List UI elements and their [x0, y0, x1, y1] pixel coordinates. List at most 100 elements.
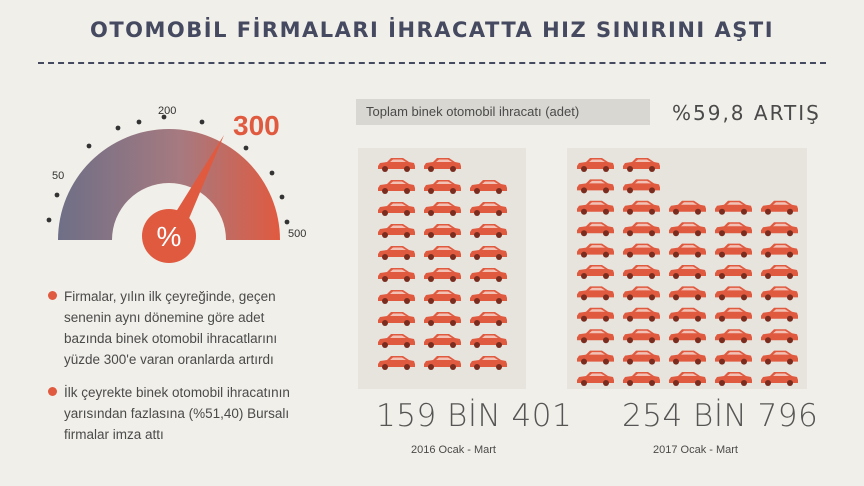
car-icon — [669, 329, 706, 344]
car-icon — [761, 265, 798, 279]
car-icon — [424, 158, 461, 172]
car-icon — [623, 286, 660, 301]
car-icon — [669, 286, 706, 301]
car-icon — [577, 200, 614, 215]
car-icon — [424, 224, 461, 238]
car-icon — [424, 180, 461, 194]
car-icon — [715, 350, 752, 365]
bullet-text: İlk çeyrekte binek otomobil ihracatının … — [64, 385, 290, 442]
car-icon — [577, 372, 614, 386]
car-icon — [470, 356, 507, 370]
car-icon — [715, 243, 752, 258]
car-icon — [761, 307, 798, 322]
car-icon — [715, 307, 752, 322]
car-icon — [761, 286, 798, 301]
car-icon — [623, 243, 660, 258]
car-icon — [424, 268, 461, 282]
gauge-value-label: 300 — [233, 110, 280, 141]
car-icon — [378, 268, 415, 282]
car-icon — [761, 372, 798, 386]
car-icon — [669, 243, 706, 258]
car-icon — [470, 180, 507, 194]
car-icon — [623, 265, 660, 279]
car-icon — [669, 307, 706, 322]
tick-label-200: 200 — [158, 105, 176, 117]
car-icon — [623, 307, 660, 322]
car-icon — [424, 334, 461, 348]
bullet-item: İlk çeyrekte binek otomobil ihracatının … — [48, 382, 310, 445]
bullet-item: Firmalar, yılın ilk çeyreğinde, geçen se… — [48, 286, 310, 370]
car-icon — [623, 179, 660, 194]
period-label-2016: 2016 Ocak - Mart — [411, 444, 496, 456]
bullet-text: Firmalar, yılın ilk çeyreğinde, geçen se… — [64, 289, 278, 367]
dashed-divider — [38, 62, 826, 64]
car-icon — [577, 222, 614, 237]
car-icon — [623, 200, 660, 215]
car-icon — [470, 312, 507, 326]
comparison-header-label: Toplam binek otomobil ihracatı (adet) — [366, 104, 580, 119]
gauge-band — [58, 129, 280, 240]
car-icon — [761, 329, 798, 344]
car-icon — [470, 246, 507, 260]
car-icon — [761, 222, 798, 237]
car-icon — [577, 265, 614, 279]
car-icon — [623, 350, 660, 365]
export-value-2017: 254 BİN 796 — [622, 398, 819, 434]
car-icon — [424, 356, 461, 370]
car-icon — [378, 356, 415, 370]
car-icon — [715, 329, 752, 344]
tick-label-500: 500 — [288, 228, 306, 240]
car-icon — [761, 243, 798, 258]
car-icon — [577, 350, 614, 365]
car-icon — [715, 222, 752, 237]
car-icon — [378, 224, 415, 238]
car-icon — [623, 329, 660, 344]
car-icon — [577, 307, 614, 322]
car-icon — [378, 334, 415, 348]
car-icon — [378, 180, 415, 194]
car-icon — [577, 179, 614, 194]
car-icon — [577, 286, 614, 301]
car-icon — [577, 243, 614, 258]
period-label-2017: 2017 Ocak - Mart — [653, 444, 738, 456]
car-icon — [470, 202, 507, 216]
car-icon — [424, 202, 461, 216]
car-icon — [470, 334, 507, 348]
car-icon — [424, 312, 461, 326]
car-icon — [424, 246, 461, 260]
export-value-2016: 159 BİN 401 — [376, 398, 573, 434]
car-icon — [378, 246, 415, 260]
car-icon — [715, 286, 752, 301]
car-icon — [669, 372, 706, 386]
car-icon — [669, 350, 706, 365]
increase-label: %59,8 ARTIŞ — [672, 101, 821, 125]
car-icon — [761, 350, 798, 365]
bullet-list: Firmalar, yılın ilk çeyreğinde, geçen se… — [48, 286, 310, 457]
car-icon — [470, 224, 507, 238]
car-icon — [577, 329, 614, 344]
car-icon — [623, 372, 660, 386]
car-icon — [378, 202, 415, 216]
gauge-center-circle — [142, 209, 196, 263]
tick-label-50: 50 — [52, 170, 64, 182]
car-icon — [715, 265, 752, 279]
bullet-dot-icon — [48, 291, 57, 300]
car-icon — [669, 265, 706, 279]
car-icon — [378, 312, 415, 326]
car-icon — [378, 290, 415, 304]
car-icon — [470, 290, 507, 304]
car-icon — [577, 158, 614, 172]
car-icon — [715, 372, 752, 386]
car-icon — [424, 290, 461, 304]
percent-symbol: % — [157, 221, 182, 252]
car-icon — [669, 222, 706, 237]
car-icon — [715, 200, 752, 215]
comparison-header-bar: Toplam binek otomobil ihracatı (adet) — [356, 99, 650, 125]
speedometer-gauge: 50 200 500 % 300 — [46, 105, 306, 263]
bullet-dot-icon — [48, 387, 57, 396]
car-icon — [470, 268, 507, 282]
car-icon — [669, 200, 706, 215]
gauge-tick-dots — [46, 114, 290, 225]
car-icon — [761, 200, 798, 215]
